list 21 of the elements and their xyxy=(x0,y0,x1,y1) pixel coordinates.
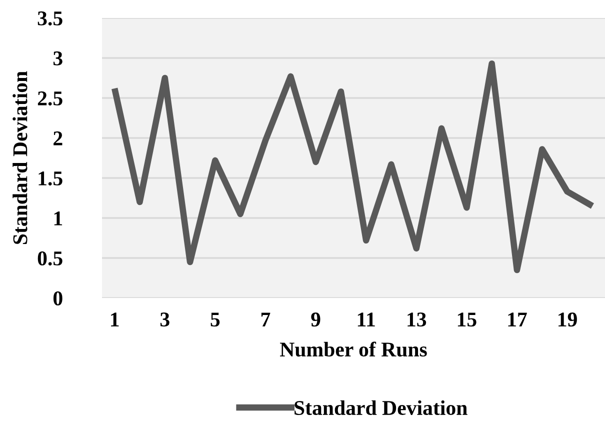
x-tick-label: 19 xyxy=(558,312,577,327)
y-tick-label: 2 xyxy=(54,131,62,146)
y-tick-label: 1 xyxy=(54,211,62,226)
y-tick-label: 3 xyxy=(53,51,62,66)
y-tick-label: 0.5 xyxy=(38,251,62,266)
y-tick-label: 1.5 xyxy=(38,171,62,186)
x-tick-label: 11 xyxy=(358,312,375,326)
x-tick-label: 7 xyxy=(261,312,270,326)
x-tick-label: 1 xyxy=(111,312,119,326)
y-tick-label: 0 xyxy=(53,291,62,306)
x-tick-label: 3 xyxy=(160,312,170,327)
y-tick-label: 3.5 xyxy=(38,11,62,26)
x-tick-label: 17 xyxy=(508,312,527,326)
y-axis-title: Standard Deviation xyxy=(12,71,28,244)
x-tick-label: 15 xyxy=(458,312,476,327)
legend-label: Standard Deviation xyxy=(294,400,468,416)
x-axis-title: Number of Runs xyxy=(280,342,427,357)
y-tick-label: 2.5 xyxy=(38,91,62,106)
x-tick-label: 9 xyxy=(311,312,320,327)
x-tick-label: 5 xyxy=(210,312,220,327)
x-tick-label: 13 xyxy=(408,312,426,327)
